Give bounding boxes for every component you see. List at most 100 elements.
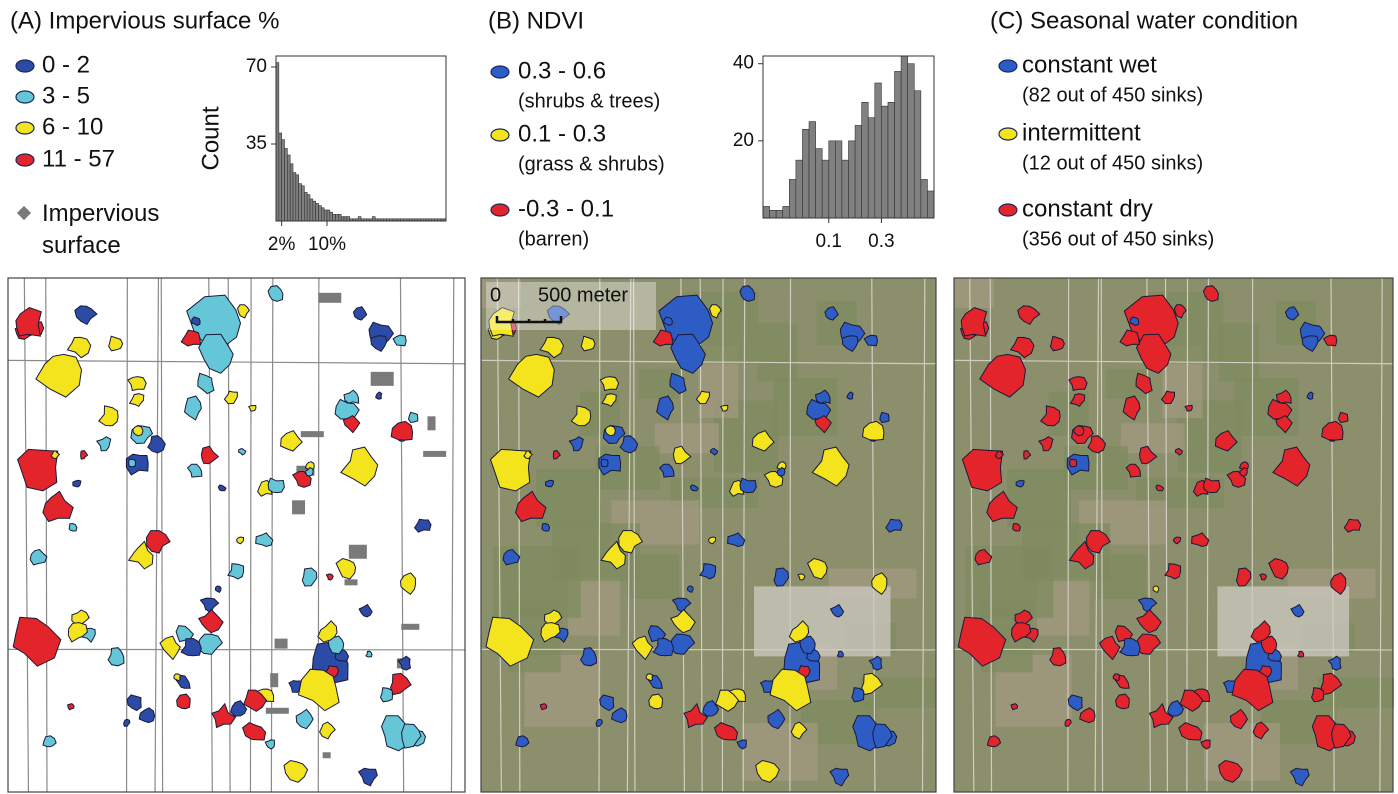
legend-label: constant dry xyxy=(1022,195,1153,222)
x-tick-label: 10% xyxy=(308,234,346,255)
sink xyxy=(381,688,393,702)
legend-label: -0.3 - 0.1 xyxy=(518,195,614,222)
legend-marker xyxy=(491,66,509,78)
legend-label: 0 - 2 xyxy=(42,51,90,78)
sink xyxy=(1204,478,1220,492)
legend-label: 11 - 57 xyxy=(42,145,115,172)
histogram-bar xyxy=(296,175,299,221)
field-patch xyxy=(758,323,798,381)
histogram-bar xyxy=(835,141,842,218)
impervious-patch xyxy=(275,639,288,649)
histogram-bar xyxy=(285,148,288,221)
built-area xyxy=(754,586,891,656)
impervious-patch xyxy=(371,372,394,386)
sink xyxy=(366,651,372,657)
histogram-bar xyxy=(816,149,823,218)
histogram-bar xyxy=(914,91,921,218)
histogram-bar xyxy=(358,217,361,221)
histogram-bar xyxy=(299,184,302,221)
legend-label: constant wet xyxy=(1022,51,1157,78)
histogram-bar xyxy=(842,160,849,218)
legend-label: 0.1 - 0.3 xyxy=(518,120,606,147)
histogram-bar xyxy=(319,206,322,221)
road xyxy=(954,649,1393,650)
histogram-bar xyxy=(796,160,803,218)
figure-canvas: (A) Impervious surface % (B) NDVI (C) Se… xyxy=(0,0,1398,794)
legend-label: 0.3 - 0.6 xyxy=(518,57,606,84)
histogram-bar xyxy=(344,217,347,221)
histogram-bar xyxy=(901,56,908,218)
sink xyxy=(1312,688,1324,702)
histogram-bar xyxy=(336,214,339,221)
road xyxy=(1252,278,1253,792)
sink xyxy=(1016,480,1024,487)
road xyxy=(1187,278,1188,792)
histogram-bar xyxy=(888,102,895,218)
x-tick-label: 0.3 xyxy=(868,231,894,252)
sink xyxy=(880,412,889,422)
legend-marker xyxy=(999,204,1017,216)
impervious-patch xyxy=(318,293,341,303)
impervious-patch xyxy=(270,673,278,687)
sink xyxy=(1011,704,1018,710)
sink xyxy=(852,688,864,702)
field-patch xyxy=(954,278,994,308)
legend-marker xyxy=(16,122,34,134)
impervious-patch xyxy=(292,500,305,514)
histogram-bar xyxy=(849,141,856,218)
road xyxy=(481,649,936,650)
legend-sublabel: (82 out of 450 sinks) xyxy=(1022,84,1203,106)
legend-sublabel: (shrubs & trees) xyxy=(518,90,660,112)
sink xyxy=(1298,651,1304,657)
histogram-bar xyxy=(881,106,888,218)
histogram-bar xyxy=(809,122,816,218)
road xyxy=(250,278,251,792)
y-tick-label: 40 xyxy=(733,53,754,74)
x-tick-label: 0.1 xyxy=(816,231,842,252)
histogram-bar xyxy=(802,129,809,218)
histogram-bar xyxy=(304,192,307,221)
panel-title: (A) Impervious surface % xyxy=(10,7,279,34)
histogram-bar xyxy=(290,164,293,221)
impervious-patch xyxy=(344,579,357,585)
sink xyxy=(268,478,284,492)
histogram-bar xyxy=(789,179,796,218)
road xyxy=(8,649,465,650)
sink xyxy=(601,459,608,467)
legend-label: intermittent xyxy=(1022,119,1141,146)
legend-marker xyxy=(999,60,1017,72)
impervious-patch xyxy=(423,451,446,457)
legend-label: Impervious surface xyxy=(42,198,192,262)
histogram-bar xyxy=(310,199,313,221)
histogram-bar xyxy=(327,210,330,221)
field-patch xyxy=(536,469,600,527)
histogram-bar xyxy=(341,217,344,221)
map xyxy=(954,278,1394,792)
legend-marker xyxy=(16,91,34,103)
field-patch xyxy=(655,423,719,453)
sink xyxy=(69,524,77,532)
sink xyxy=(546,480,554,487)
histogram-bar xyxy=(921,179,928,218)
legend-sublabel: (356 out of 450 sinks) xyxy=(1022,228,1214,250)
histogram-bar xyxy=(829,141,836,218)
histogram-bar xyxy=(908,64,915,218)
histogram-bar xyxy=(316,203,319,221)
histogram-bar xyxy=(372,217,375,221)
scale-bar-label: 0 xyxy=(490,284,501,306)
road xyxy=(790,278,791,792)
road xyxy=(1068,278,1069,792)
y-axis-title: Count xyxy=(197,106,224,170)
panel-title: (B) NDVI xyxy=(488,7,584,34)
histogram-bar xyxy=(293,173,296,221)
histogram-bar xyxy=(868,118,875,218)
histogram-bar xyxy=(347,217,350,221)
legend-marker xyxy=(16,60,34,72)
field-patch xyxy=(742,723,818,781)
sink xyxy=(73,480,81,487)
legend-label: 6 - 10 xyxy=(42,113,103,140)
sink xyxy=(1339,412,1348,422)
built-area xyxy=(1217,586,1349,656)
sink xyxy=(1013,524,1021,532)
impervious-patch xyxy=(349,545,367,559)
